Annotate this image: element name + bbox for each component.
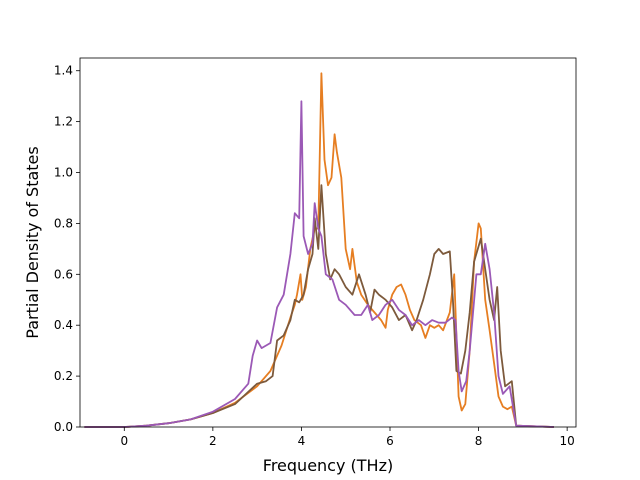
x-tick-label: 10 (560, 434, 575, 448)
y-tick-label: 0.4 (54, 318, 73, 332)
x-axis-label: Frequency (THz) (263, 456, 393, 475)
plot-area (84, 72, 554, 428)
x-tick-label: 8 (475, 434, 483, 448)
y-tick-label: 0.2 (54, 369, 73, 383)
series-2-line (84, 184, 554, 428)
x-tick-label: 4 (298, 434, 306, 448)
axes-frame (79, 57, 577, 428)
y-tick-label: 1.2 (54, 115, 73, 129)
y-tick-label: 0.0 (54, 420, 73, 434)
x-axis: 0 2 4 6 8 10 (120, 427, 575, 448)
y-tick-label: 0.8 (54, 216, 73, 230)
y-axis-label: Partial Density of States (23, 146, 42, 338)
x-tick-label: 2 (209, 434, 217, 448)
y-tick-label: 0.6 (54, 267, 73, 281)
y-tick-label: 1.4 (54, 64, 73, 78)
x-tick-label: 0 (120, 434, 128, 448)
x-tick-label: 6 (386, 434, 394, 448)
series-3-line (84, 100, 554, 428)
y-tick-label: 1.0 (54, 166, 73, 180)
y-axis: 0.0 0.2 0.4 0.6 0.8 1.0 1.2 1.4 (54, 64, 80, 434)
